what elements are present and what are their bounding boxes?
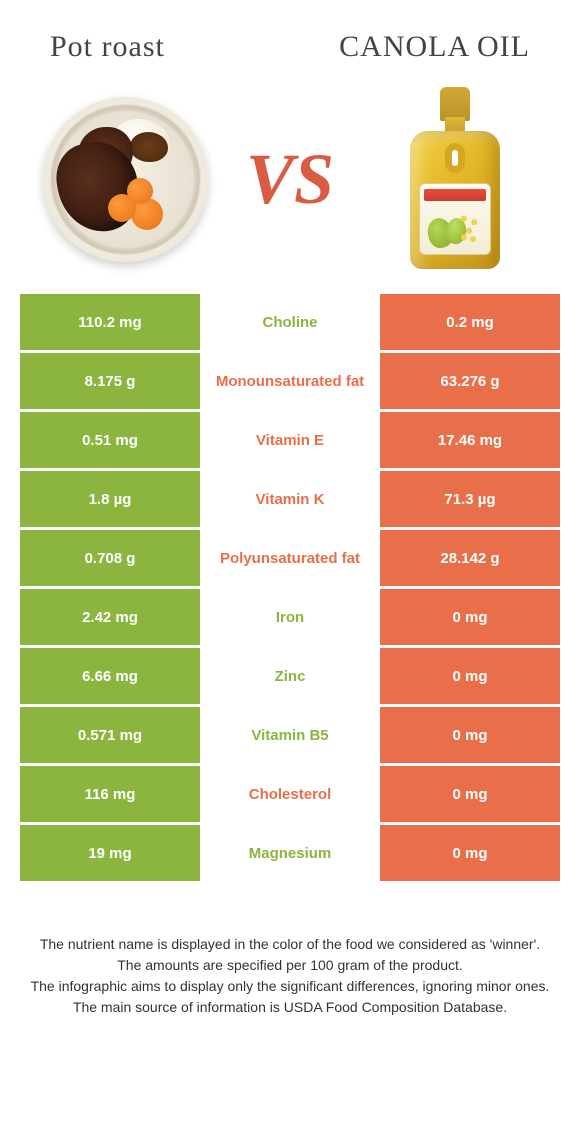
table-row: 0.51 mgVitamin E17.46 mg — [20, 412, 560, 468]
nutrient-name: Monounsaturated fat — [200, 353, 380, 409]
footer-line: The nutrient name is displayed in the co… — [28, 934, 552, 955]
value-left: 116 mg — [20, 766, 200, 822]
nutrient-name: Iron — [200, 589, 380, 645]
table-row: 110.2 mgCholine0.2 mg — [20, 294, 560, 350]
value-right: 0 mg — [380, 766, 560, 822]
pot-roast-image — [40, 94, 210, 264]
nutrient-name: Vitamin B5 — [200, 707, 380, 763]
footer-notes: The nutrient name is displayed in the co… — [0, 884, 580, 1018]
footer-line: The infographic aims to display only the… — [28, 976, 552, 997]
table-row: 8.175 gMonounsaturated fat63.276 g — [20, 353, 560, 409]
value-right: 0 mg — [380, 589, 560, 645]
canola-oil-image — [370, 94, 540, 264]
value-left: 19 mg — [20, 825, 200, 881]
value-left: 2.42 mg — [20, 589, 200, 645]
nutrient-name: Choline — [200, 294, 380, 350]
images-row: VS — [0, 74, 580, 294]
table-row: 1.8 µgVitamin K71.3 µg — [20, 471, 560, 527]
vs-text: VS — [246, 138, 334, 221]
value-left: 1.8 µg — [20, 471, 200, 527]
value-left: 110.2 mg — [20, 294, 200, 350]
nutrient-name: Polyunsaturated fat — [200, 530, 380, 586]
value-left: 0.708 g — [20, 530, 200, 586]
title-left: Pot roast — [50, 30, 165, 64]
nutrient-name: Zinc — [200, 648, 380, 704]
table-row: 19 mgMagnesium0 mg — [20, 825, 560, 881]
nutrient-name: Cholesterol — [200, 766, 380, 822]
table-row: 6.66 mgZinc0 mg — [20, 648, 560, 704]
nutrient-name: Magnesium — [200, 825, 380, 881]
table-row: 0.708 gPolyunsaturated fat28.142 g — [20, 530, 560, 586]
value-right: 0 mg — [380, 648, 560, 704]
value-right: 0 mg — [380, 707, 560, 763]
title-right: CANOLA OIL — [339, 30, 530, 64]
value-right: 0 mg — [380, 825, 560, 881]
footer-line: The amounts are specified per 100 gram o… — [28, 955, 552, 976]
table-row: 0.571 mgVitamin B50 mg — [20, 707, 560, 763]
nutrient-name: Vitamin K — [200, 471, 380, 527]
value-left: 6.66 mg — [20, 648, 200, 704]
value-left: 8.175 g — [20, 353, 200, 409]
value-right: 63.276 g — [380, 353, 560, 409]
footer-line: The main source of information is USDA F… — [28, 997, 552, 1018]
value-right: 0.2 mg — [380, 294, 560, 350]
value-right: 28.142 g — [380, 530, 560, 586]
nutrient-name: Vitamin E — [200, 412, 380, 468]
value-right: 71.3 µg — [380, 471, 560, 527]
table-row: 116 mgCholesterol0 mg — [20, 766, 560, 822]
value-left: 0.51 mg — [20, 412, 200, 468]
value-left: 0.571 mg — [20, 707, 200, 763]
header: Pot roast CANOLA OIL — [0, 0, 580, 74]
value-right: 17.46 mg — [380, 412, 560, 468]
comparison-table: 110.2 mgCholine0.2 mg8.175 gMonounsatura… — [0, 294, 580, 881]
table-row: 2.42 mgIron0 mg — [20, 589, 560, 645]
